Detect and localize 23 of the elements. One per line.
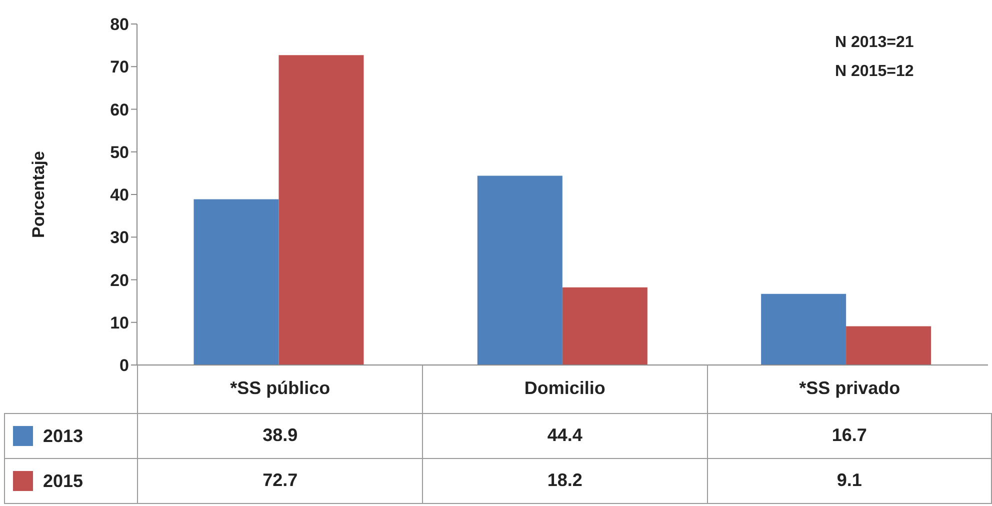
y-tick-label: 20 bbox=[110, 270, 129, 290]
y-tick-label: 10 bbox=[110, 313, 129, 332]
legend-label: 2015 bbox=[43, 470, 84, 490]
annotation: N 2015=12 bbox=[835, 63, 914, 81]
y-tick-label: 70 bbox=[110, 58, 129, 77]
data-label: 9.1 bbox=[707, 458, 992, 503]
data-label: 72.7 bbox=[138, 458, 422, 503]
data-label: 44.4 bbox=[422, 413, 708, 458]
y-tick-label: 80 bbox=[110, 15, 129, 34]
x-tick-label: *SS público bbox=[138, 365, 422, 413]
data-label: 18.2 bbox=[422, 458, 708, 503]
data-label: 38.9 bbox=[138, 413, 422, 458]
x-tick-label: *SS privado bbox=[707, 365, 992, 413]
annotation: N 2013=21 bbox=[835, 34, 914, 52]
y-tick-label: 60 bbox=[110, 100, 129, 120]
y-tick-label: 30 bbox=[110, 228, 129, 248]
data-label: 16.7 bbox=[707, 413, 992, 458]
y-tick-label: 40 bbox=[110, 186, 129, 205]
legend-label: 2013 bbox=[43, 425, 84, 446]
y-tick-label: 0 bbox=[120, 356, 129, 376]
y-tick-label: 50 bbox=[110, 142, 129, 162]
y-axis-title: Porcentaje bbox=[29, 151, 48, 238]
x-tick-label: Domicilio bbox=[422, 365, 708, 413]
